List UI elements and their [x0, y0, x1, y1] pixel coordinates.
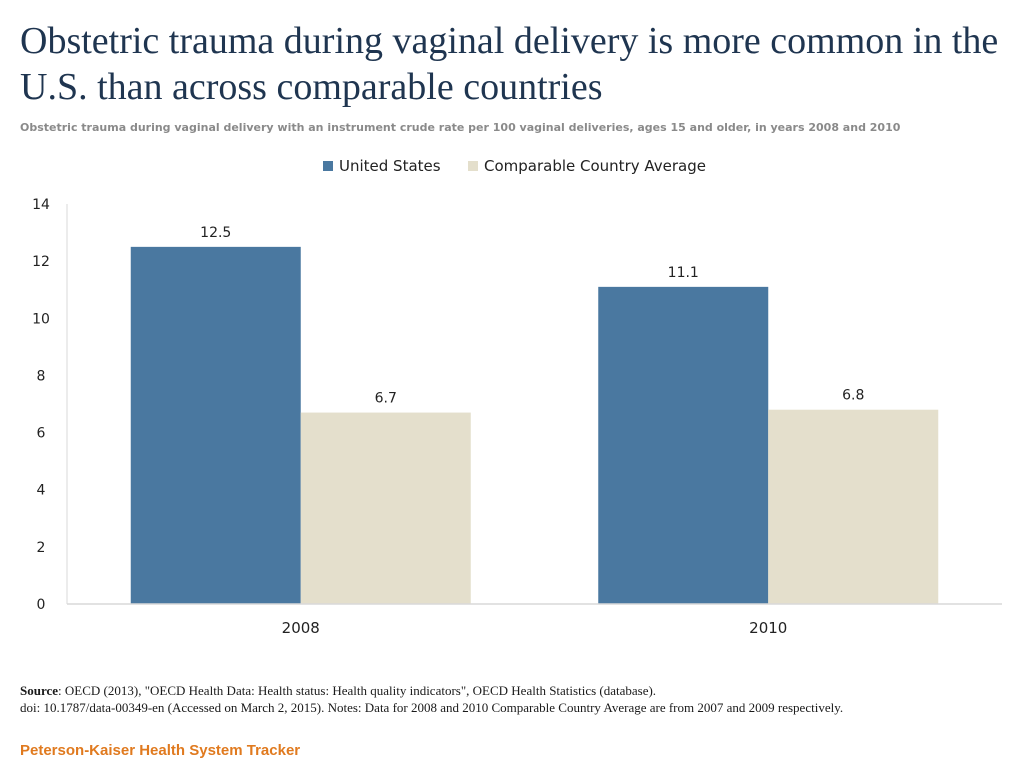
- bar-chart: United States Comparable Country Average …: [32, 157, 1002, 637]
- legend-label-0: United States: [339, 157, 441, 175]
- doi-note: doi: 10.1787/data-00349-en (Accessed on …: [20, 700, 844, 715]
- y-tick-label: 8: [37, 368, 46, 384]
- chart-subtitle: Obstetric trauma during vaginal delivery…: [20, 121, 901, 134]
- bars-group: 12.5 6.7 11.1 6.8: [130, 225, 939, 604]
- brand-label: Peterson-Kaiser Health System Tracker: [20, 742, 301, 759]
- y-tick-label: 6: [37, 426, 46, 442]
- y-axis: 0 2 4 6 8 10 12 14: [32, 197, 68, 613]
- y-tick-label: 2: [37, 540, 46, 556]
- data-label-2008-1: 6.7: [375, 391, 397, 407]
- y-tick-label: 0: [37, 597, 46, 613]
- data-label-2010-1: 6.8: [842, 388, 864, 404]
- source-note: Source: OECD (2013), "OECD Health Data: …: [20, 682, 980, 716]
- x-tick-label: 2010: [749, 619, 787, 637]
- source-text: : OECD (2013), "OECD Health Data: Health…: [58, 683, 657, 698]
- source-label: Source: [20, 683, 59, 698]
- chart-legend: United States Comparable Country Average: [323, 157, 706, 175]
- chart-title: Obstetric trauma during vaginal delivery…: [20, 20, 999, 108]
- legend-swatch-0: [323, 161, 333, 171]
- y-tick-label: 4: [37, 483, 46, 499]
- bar-2008-0: [130, 246, 301, 604]
- y-tick-label: 12: [32, 254, 50, 270]
- x-tick-label: 2008: [282, 619, 320, 637]
- y-tick-label: 10: [32, 311, 50, 327]
- bar-2010-0: [598, 286, 769, 604]
- y-tick-label: 14: [32, 197, 50, 213]
- bar-2008-1: [300, 412, 471, 604]
- legend-label-1: Comparable Country Average: [484, 157, 706, 175]
- data-label-2008-0: 12.5: [200, 225, 231, 241]
- bar-2010-1: [768, 409, 939, 604]
- legend-swatch-1: [468, 161, 478, 171]
- data-label-2010-0: 11.1: [668, 265, 699, 281]
- x-axis: 2008 2010: [67, 603, 1002, 637]
